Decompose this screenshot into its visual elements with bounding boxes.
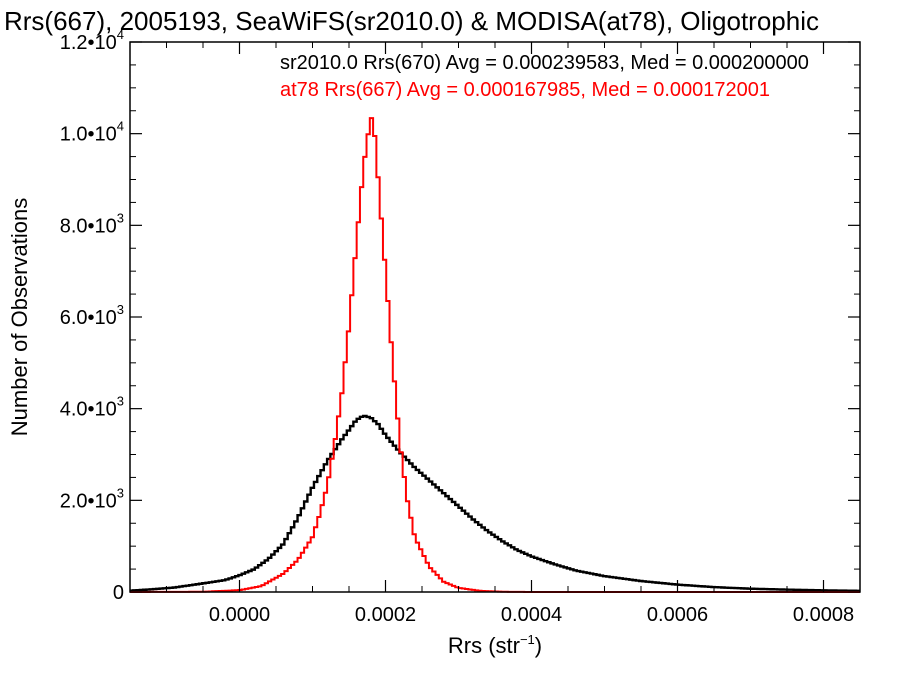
- legend-entry-at78: at78 Rrs(667) Avg = 0.000167985, Med = 0…: [280, 79, 770, 101]
- ticks-layer: 0.0000 0.0002 0.0004 0.0006 0.0008 0 2.0•103 4.…: [60, 27, 860, 626]
- x-axis-label-close: ): [535, 633, 542, 658]
- x-tick-label-2: 0.0004: [501, 604, 562, 626]
- x-tick-label-1: 0.0002: [355, 604, 416, 626]
- y-tick-label-1: 2.0•103: [60, 485, 124, 512]
- x-tick-label-0: 0.0000: [209, 604, 270, 626]
- y-tick-label-0: 0: [113, 582, 124, 604]
- x-tick-label-4: 0.0008: [793, 604, 854, 626]
- y-tick-label-5: 1.0•104: [60, 119, 124, 146]
- series-line-sr2010: [130, 414, 861, 592]
- x-axis-label: Rrs (str−1): [448, 632, 542, 658]
- y-tick-label-3: 6.0•103: [60, 302, 124, 329]
- series-layer: [130, 117, 861, 593]
- series-line-at78: [130, 117, 860, 593]
- y-tick-label-4: 8.0•103: [60, 210, 124, 237]
- legend-entry-sr2010: sr2010.0 Rrs(670) Avg = 0.000239583, Med…: [280, 52, 809, 74]
- x-tick-label-3: 0.0006: [647, 604, 708, 626]
- chart-title: Rrs(667), 2005193, SeaWiFS(sr2010.0) & M…: [4, 6, 819, 36]
- x-axis-label-exp: −1: [520, 632, 535, 647]
- plot-frame: [129, 41, 861, 593]
- y-tick-label-6: 1.2•104: [60, 27, 124, 54]
- x-axis-label-main: Rrs (str: [448, 633, 520, 658]
- y-axis-label: Number of Observations: [7, 198, 32, 436]
- y-tick-label-2: 4.0•103: [60, 394, 124, 421]
